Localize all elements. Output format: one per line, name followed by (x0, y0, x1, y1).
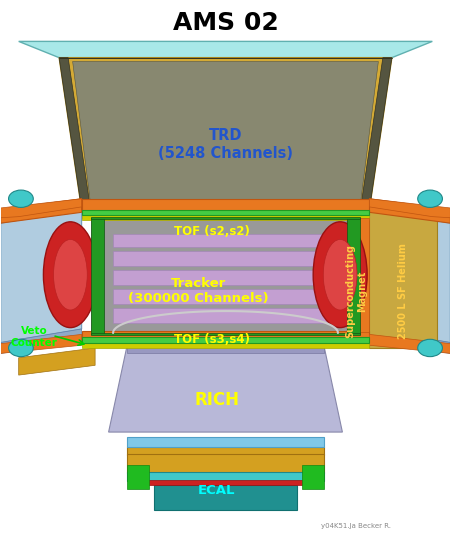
Polygon shape (73, 61, 378, 204)
Polygon shape (59, 58, 91, 209)
Ellipse shape (9, 190, 33, 207)
Polygon shape (113, 289, 338, 304)
Polygon shape (59, 58, 392, 209)
Text: TOF (s3,s4): TOF (s3,s4) (174, 333, 250, 347)
Polygon shape (113, 234, 338, 247)
Polygon shape (91, 217, 360, 219)
Polygon shape (369, 329, 450, 354)
Ellipse shape (313, 222, 367, 327)
Polygon shape (369, 209, 450, 343)
Polygon shape (18, 41, 433, 58)
Polygon shape (104, 220, 347, 332)
Ellipse shape (418, 339, 442, 357)
Polygon shape (113, 251, 338, 266)
Text: y04K51.Ja Becker R.: y04K51.Ja Becker R. (321, 523, 391, 529)
Polygon shape (82, 337, 369, 343)
Polygon shape (127, 347, 324, 354)
Polygon shape (91, 218, 104, 335)
Polygon shape (1, 199, 82, 218)
Polygon shape (82, 199, 369, 212)
Text: TOF (s2,s2): TOF (s2,s2) (174, 225, 250, 238)
Polygon shape (82, 331, 369, 342)
Polygon shape (1, 329, 82, 354)
Text: AMS 02: AMS 02 (173, 11, 278, 35)
Text: Tracker
(300000 Channels): Tracker (300000 Channels) (128, 277, 269, 305)
Polygon shape (127, 454, 324, 473)
Polygon shape (127, 465, 149, 489)
Polygon shape (91, 333, 360, 335)
Polygon shape (360, 58, 392, 209)
Polygon shape (82, 343, 369, 348)
Text: TRD
(5248 Channels): TRD (5248 Channels) (158, 128, 293, 160)
Polygon shape (369, 335, 450, 354)
Ellipse shape (43, 222, 97, 327)
Polygon shape (127, 447, 324, 455)
Polygon shape (1, 335, 82, 354)
Polygon shape (82, 214, 369, 220)
Polygon shape (82, 210, 369, 218)
Text: ECAL: ECAL (198, 484, 235, 497)
Polygon shape (109, 348, 342, 432)
Polygon shape (127, 472, 324, 481)
Polygon shape (347, 218, 369, 332)
Polygon shape (153, 485, 298, 510)
Ellipse shape (418, 190, 442, 207)
Polygon shape (369, 199, 450, 218)
Polygon shape (369, 199, 450, 223)
Polygon shape (113, 308, 338, 323)
Text: 2500 L SF Helium: 2500 L SF Helium (398, 243, 408, 339)
Polygon shape (369, 207, 437, 348)
Ellipse shape (54, 239, 87, 310)
Polygon shape (82, 210, 369, 215)
Polygon shape (347, 218, 360, 335)
Polygon shape (136, 480, 315, 485)
Polygon shape (91, 218, 360, 335)
Polygon shape (302, 465, 324, 489)
Polygon shape (1, 209, 82, 343)
Polygon shape (18, 348, 95, 375)
Text: Veto
Counter: Veto Counter (11, 326, 58, 348)
Polygon shape (1, 199, 82, 223)
Text: Superconducting
Magnet: Superconducting Magnet (345, 244, 367, 338)
Polygon shape (127, 437, 324, 447)
Ellipse shape (9, 339, 33, 357)
Polygon shape (113, 270, 338, 285)
Ellipse shape (323, 239, 357, 310)
Text: RICH: RICH (194, 391, 239, 409)
